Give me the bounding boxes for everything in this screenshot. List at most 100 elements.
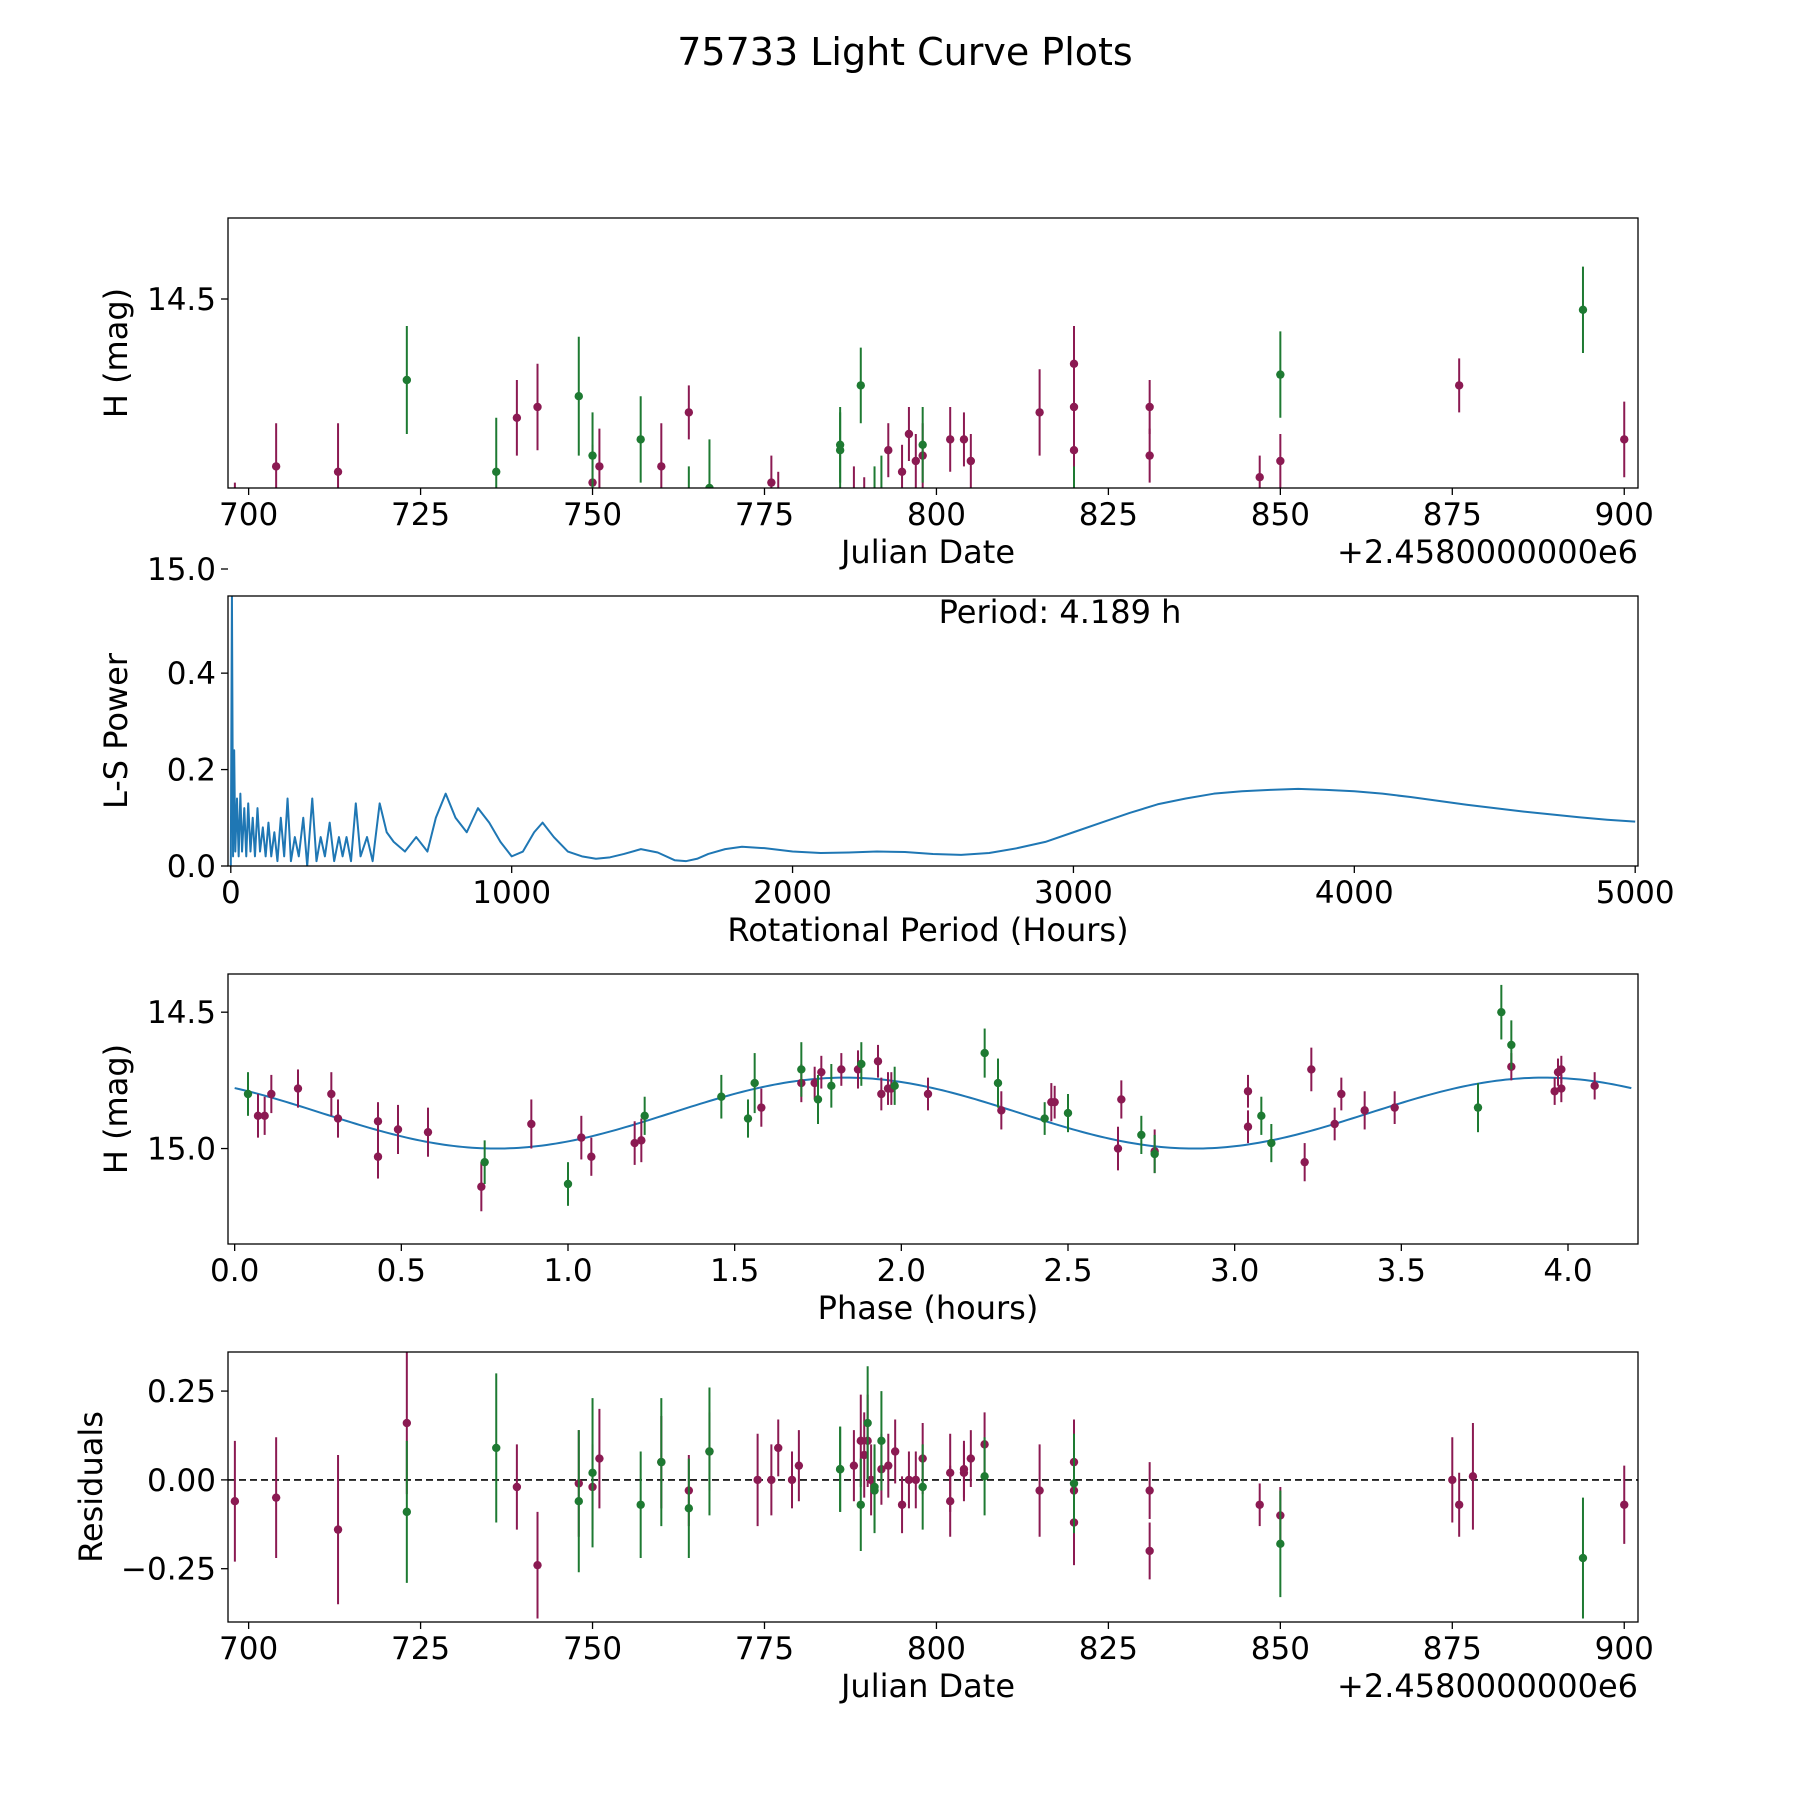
phased-red-point: [810, 1078, 819, 1088]
phased-green-point: [750, 1078, 759, 1088]
phased-red-point: [333, 1114, 343, 1123]
residuals-x-tick-label: 800: [907, 1631, 966, 1667]
lightcurve-x-tick-label: 825: [1079, 497, 1138, 533]
phased-green-point: [813, 1095, 823, 1104]
lightcurve-green-point: [870, 500, 878, 508]
lightcurve-red-point: [850, 495, 858, 503]
lightcurve-red-point: [705, 554, 713, 562]
residuals-red-point: [1620, 1500, 1629, 1509]
phased-red-point: [293, 1084, 303, 1093]
phased-x-tick-label: 3.0: [1210, 1253, 1259, 1289]
residuals-red-point: [753, 1475, 762, 1485]
residuals-red-point: [856, 1436, 865, 1446]
lightcurve-y-axis-label: H (mag): [97, 288, 135, 418]
lightcurve-red-point: [575, 538, 583, 546]
lightcurve-x-offset-label: +2.4580000000e6: [1337, 533, 1638, 571]
residuals-red-point: [230, 1497, 240, 1506]
lightcurve-x-tick-label: 775: [735, 497, 794, 533]
periodogram-x-tick-label: 5000: [1596, 875, 1675, 911]
phased-model-curve: [234, 1076, 1632, 1150]
phased-x-tick-label: 3.5: [1377, 1253, 1426, 1289]
residuals-x-tick-label: 850: [1251, 1631, 1310, 1667]
residuals-red-point: [1145, 1486, 1154, 1495]
phased-x-tick-label: 2.5: [1043, 1253, 1092, 1289]
lightcurve-y-tick-label: 14.5: [147, 282, 216, 318]
phased-red-point: [1117, 1095, 1126, 1104]
lightcurve-plot-area: [233, 266, 1629, 654]
phased-green-point: [1040, 1114, 1049, 1123]
residuals-x-tick-label: 725: [391, 1631, 450, 1667]
phased-red-point: [1300, 1157, 1309, 1167]
residuals-red-point: [884, 1461, 893, 1470]
phased-x-tick-label: 1.0: [543, 1253, 592, 1289]
residuals-red-point: [333, 1525, 343, 1534]
residuals-red-point: [271, 1493, 281, 1502]
lightcurve-red-point: [271, 462, 281, 471]
residuals-green-point: [980, 1472, 989, 1481]
residuals-x-axis-label: Julian Date: [839, 1667, 1015, 1705]
lightcurve-x-tick-label: 725: [391, 497, 450, 533]
phased-green-point: [1063, 1108, 1073, 1118]
phased-red-point: [1243, 1087, 1253, 1096]
residuals-x-tick-label: 875: [1423, 1631, 1482, 1667]
residuals-red-point: [767, 1475, 776, 1485]
phased-red-point: [1390, 1103, 1399, 1112]
phased-green-point: [890, 1081, 899, 1091]
lightcurve-green-point: [402, 375, 412, 385]
periodogram-axes-frame: [227, 595, 1639, 867]
residuals-red-point: [849, 1461, 859, 1470]
residuals-panel: 700 725 750 775 800 825 850 875 900 0.25 0.00 −0.25…: [72, 1351, 1654, 1705]
residuals-red-point: [794, 1461, 804, 1470]
phased-red-point: [253, 1111, 263, 1121]
lightcurve-x-tick-label: 850: [1251, 497, 1310, 533]
lightcurve-red-point: [1145, 451, 1154, 460]
residuals-green-point: [705, 1447, 714, 1456]
residuals-y-tick-label: 0.25: [147, 1374, 216, 1410]
phased-red-point: [477, 1182, 486, 1191]
phased-red-point: [817, 1067, 826, 1077]
lightcurve-green-point: [1276, 370, 1285, 379]
lightcurve-red-point: [1069, 402, 1079, 412]
lightcurve-green-point: [685, 505, 693, 513]
lightcurve-axes-frame: [227, 217, 1639, 489]
phased-red-point: [1243, 1122, 1253, 1131]
lightcurve-red-point: [512, 413, 522, 422]
phased-x-tick-label: 4.0: [1543, 1253, 1592, 1289]
residuals-red-point: [787, 1475, 797, 1485]
residuals-red-point: [897, 1500, 907, 1509]
phased-red-point: [877, 1089, 886, 1099]
periodogram-series-line: [229, 596, 1636, 866]
lightcurve-red-point: [657, 462, 666, 471]
phased-x-tick-label: 1.5: [710, 1253, 759, 1289]
phased-x-tick-label: 2.0: [877, 1253, 926, 1289]
periodogram-x-tick-label: 3000: [1034, 875, 1113, 911]
phased-green-point: [797, 1065, 806, 1074]
residuals-red-point: [904, 1475, 914, 1485]
phased-y-tick-label: 15.0: [147, 1132, 216, 1168]
residuals-x-tick-label: 750: [563, 1631, 622, 1667]
residuals-x-tick-label: 700: [219, 1631, 278, 1667]
lightcurve-red-point: [403, 646, 411, 654]
residuals-y-axis-label: Residuals: [72, 1411, 110, 1563]
phased-red-point: [637, 1136, 646, 1145]
lightcurve-red-point: [1255, 473, 1264, 482]
lightcurve-red-point: [860, 511, 868, 519]
lightcurve-red-point: [863, 586, 871, 594]
residuals-red-point: [1454, 1500, 1464, 1509]
periodogram-x-tick-label: 0: [221, 875, 241, 911]
lightcurve-x-tick-label: 875: [1423, 497, 1482, 533]
phased-red-point: [630, 1138, 639, 1148]
lightcurve-red-point: [904, 429, 914, 439]
residuals-y-tick-label: −0.25: [121, 1552, 216, 1588]
phased-panel: 0.0 0.5 1.0 1.5 2.0 2.5 3.0 3.5 4.0 15.0 14.5 Phase…: [97, 973, 1639, 1327]
residuals-green-point: [870, 1486, 879, 1495]
phased-green-point: [640, 1111, 649, 1121]
phased-green-point: [717, 1092, 726, 1101]
phased-red-point: [393, 1125, 403, 1134]
phased-green-point: [1267, 1138, 1276, 1148]
lightcurve-green-point: [863, 635, 871, 643]
phased-red-point: [327, 1089, 336, 1099]
residuals-green-point: [856, 1500, 865, 1509]
phased-y-tick-label: 14.5: [147, 995, 216, 1031]
